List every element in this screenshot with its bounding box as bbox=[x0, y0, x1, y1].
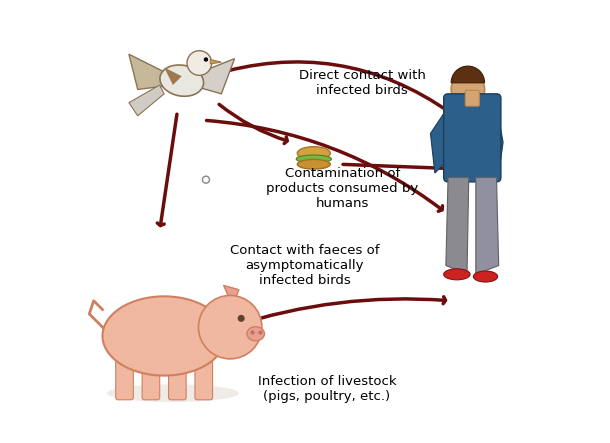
Polygon shape bbox=[164, 67, 182, 85]
Circle shape bbox=[204, 57, 208, 62]
Circle shape bbox=[187, 51, 212, 75]
Ellipse shape bbox=[297, 147, 330, 160]
Polygon shape bbox=[431, 107, 448, 173]
Circle shape bbox=[451, 73, 484, 106]
Circle shape bbox=[238, 315, 245, 322]
Ellipse shape bbox=[102, 296, 226, 376]
Polygon shape bbox=[129, 54, 173, 89]
Polygon shape bbox=[210, 59, 221, 64]
Wedge shape bbox=[451, 66, 484, 83]
Polygon shape bbox=[190, 58, 235, 94]
Polygon shape bbox=[476, 178, 499, 274]
Text: Contamination of
products consumed by
humans: Contamination of products consumed by hu… bbox=[267, 167, 418, 210]
FancyBboxPatch shape bbox=[465, 90, 479, 106]
Circle shape bbox=[198, 295, 262, 359]
Ellipse shape bbox=[443, 269, 470, 280]
FancyBboxPatch shape bbox=[195, 351, 212, 400]
FancyBboxPatch shape bbox=[443, 94, 501, 182]
Polygon shape bbox=[129, 85, 164, 116]
Polygon shape bbox=[446, 178, 468, 274]
FancyBboxPatch shape bbox=[142, 351, 160, 400]
Ellipse shape bbox=[296, 155, 331, 163]
FancyBboxPatch shape bbox=[168, 351, 186, 400]
Ellipse shape bbox=[247, 327, 265, 341]
Text: Infection of livestock
(pigs, poultry, etc.): Infection of livestock (pigs, poultry, e… bbox=[257, 375, 396, 403]
Polygon shape bbox=[497, 107, 503, 173]
Text: Contact with faeces of
asymptomatically
infected birds: Contact with faeces of asymptomatically … bbox=[230, 244, 380, 287]
FancyBboxPatch shape bbox=[116, 351, 134, 400]
Text: Direct contact with
infected birds: Direct contact with infected birds bbox=[299, 69, 426, 97]
Ellipse shape bbox=[160, 65, 204, 96]
Ellipse shape bbox=[297, 159, 330, 169]
Ellipse shape bbox=[107, 385, 239, 402]
Ellipse shape bbox=[473, 271, 498, 282]
Polygon shape bbox=[223, 285, 239, 305]
